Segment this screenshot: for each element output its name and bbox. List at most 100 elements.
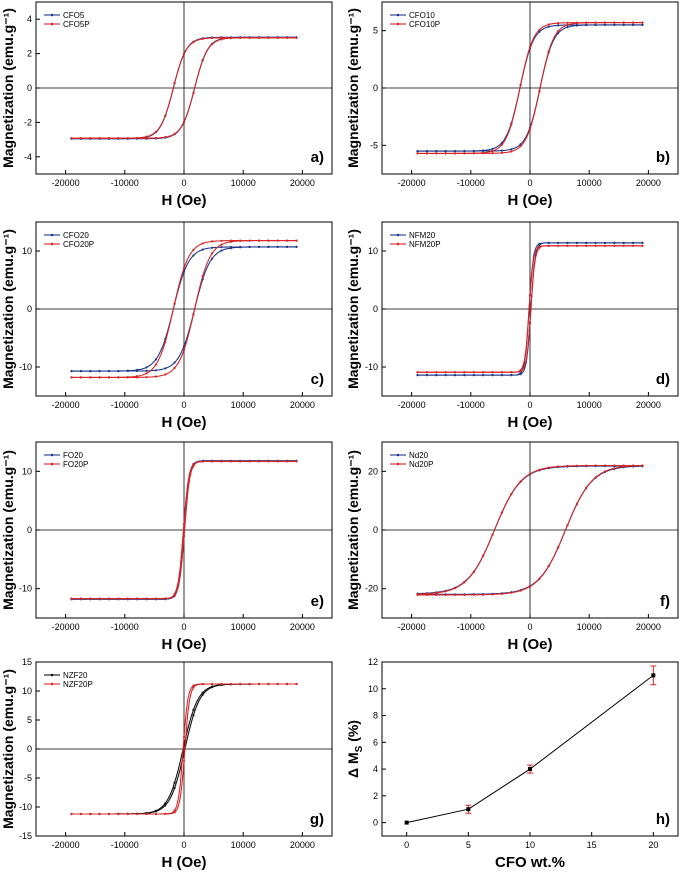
x-tick-label: 0 [404,840,409,850]
data-point [145,369,148,372]
x-tick-label: 10000 [577,622,602,632]
data-point [472,152,475,155]
data-point [136,375,139,378]
data-point [79,597,82,600]
data-point [211,257,214,260]
data-point [594,476,597,479]
data-point [267,682,270,686]
data-point [622,21,625,24]
data-point [136,597,139,600]
data-point [220,243,223,246]
y-tick-label: 10 [22,246,32,256]
data-point [70,376,73,379]
data-point [257,460,261,463]
y-tick-label: 10 [368,684,378,694]
data-point [425,150,428,153]
data-point [89,137,92,140]
data-point [276,239,279,242]
data-point [201,37,204,41]
chart-panel-c: -20000 -10000 0 10000 20000 -10 0 10 H (Oe) Magne… [0,221,333,431]
data-point [500,374,503,377]
legend-marker [396,462,400,466]
legend-marker [396,242,400,246]
data-point [519,83,522,86]
data-point [472,374,475,377]
data-point [500,592,503,596]
x-tick-label: 20000 [636,622,661,632]
legend-marker [396,453,400,457]
data-point [425,152,428,155]
data-point [295,239,298,242]
x-tick-label: -20000 [52,622,80,632]
data-point [594,241,597,244]
chart-panel-e: -20000 -10000 0 10000 20000 -10 0 10 H (Oe) Magne… [0,441,333,653]
data-point [173,82,176,85]
data-point [500,371,503,374]
data-point [201,693,204,696]
legend-marker [50,242,54,246]
y-tick-label: -10 [365,362,378,372]
chart-panel-a: -20000 -10000 0 10000 20000 -4 -2 0 2 4 H (Oe) Magn… [0,1,333,209]
x-tick-label: 20000 [636,178,661,188]
data-point [463,152,466,155]
data-point [70,370,73,373]
legend-entry: NFM20 [409,231,436,240]
x-tick-label: 0 [527,622,532,632]
data-point [154,136,157,140]
data-point [613,464,616,467]
data-point [201,460,204,463]
data-point [164,340,167,344]
data-point [164,802,167,805]
panel-label: e) [311,593,324,610]
data-point [286,460,289,463]
data-point [594,21,597,24]
legend-marker [396,233,400,237]
data-point [173,809,176,812]
data-point [491,152,494,155]
data-point [566,524,569,527]
chart-panel-g: -20000 -10000 0 10000 20000 -15 -10 -5 0 5 10 15 H (… [0,657,333,871]
data-point [528,45,532,49]
data-point [98,370,101,373]
data-point [173,786,176,790]
data-point [613,23,616,26]
data-point [594,23,597,26]
chart-panel-h: 0 5 10 15 20 0 2 4 6 8 10 12 CFO wt.% Δ MS (%) h) [345,657,679,871]
data-point [575,23,579,27]
data-point [79,137,82,140]
data-point [107,376,111,379]
x-tick-label: 10000 [577,178,602,188]
y-axis-title: Magnetization (emu.g⁻¹) [345,8,361,168]
x-axis-title: H (Oe) [162,854,207,871]
data-point [482,374,485,377]
data-point [585,241,588,244]
x-tick-label: -20000 [398,400,426,410]
data-point [117,376,120,379]
x-tick-label: 20000 [290,840,315,850]
data-point [416,150,419,153]
data-point [528,472,532,475]
x-tick-label: 20000 [290,622,315,632]
data-point [192,714,195,717]
data-point [173,302,176,305]
data-point [472,371,475,374]
data-point [547,241,550,244]
y-tick-label: 0 [27,744,32,754]
data-point [613,21,616,24]
data-point [557,24,560,27]
x-tick-label: 5 [466,840,471,850]
data-point [201,274,204,278]
data-point [416,152,419,155]
data-point [463,149,466,153]
data-point [211,246,214,249]
y-tick-label: -10 [19,802,32,812]
data-point [435,374,438,377]
data-point [603,241,607,244]
data-point [444,150,447,153]
data-point [164,597,167,600]
data-point [145,135,148,138]
legend-marker [396,13,400,17]
y-tick-label: 5 [373,26,378,36]
data-point [547,466,550,469]
data-point [201,683,204,686]
